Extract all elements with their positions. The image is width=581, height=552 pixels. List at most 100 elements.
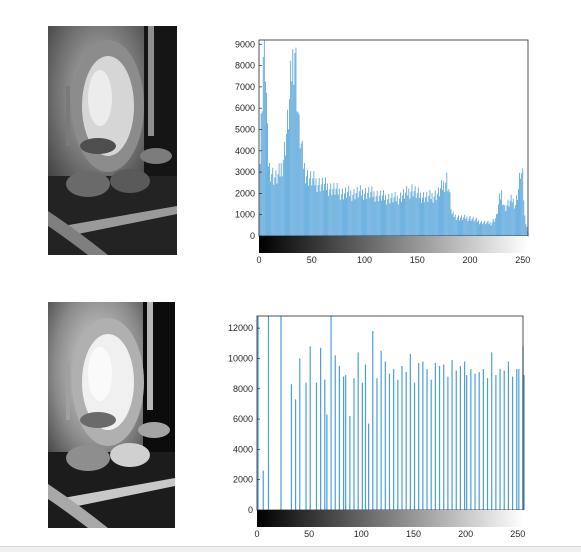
histogram-bar <box>434 190 436 236</box>
histogram-bar <box>418 362 420 510</box>
histogram-bar <box>522 168 524 236</box>
histogram-bar <box>267 123 268 236</box>
histogram-bar <box>300 143 302 236</box>
y-tick-label: 9000 <box>235 39 255 49</box>
histogram-bar <box>352 194 354 236</box>
histogram-bar <box>501 190 503 236</box>
histogram-bar <box>296 111 298 236</box>
histogram-bar <box>357 197 359 236</box>
histogram-bar <box>472 216 474 236</box>
histogram-bar <box>354 199 356 236</box>
histogram-bar <box>498 204 499 236</box>
histogram-bar <box>331 195 333 236</box>
histogram-bar <box>343 199 344 236</box>
histogram-bar <box>423 192 424 236</box>
histogram-bar <box>363 200 364 236</box>
histogram-bar <box>365 187 366 236</box>
histogram-bar <box>449 192 451 236</box>
histogram-bar <box>511 202 513 236</box>
histogram-bar <box>364 364 367 510</box>
histogram-bar <box>514 205 516 236</box>
histogram-bar <box>448 189 450 236</box>
histogram-bar <box>433 196 435 236</box>
equalized-photo <box>48 302 175 528</box>
equalized-histogram: 0 2000 4000 6000 8000 10000 12000 0 50 100 150 200… <box>228 315 525 539</box>
x-tick-label: 50 <box>304 529 314 539</box>
histogram-bar <box>301 140 303 236</box>
histogram-bar <box>458 215 459 236</box>
histogram-bar <box>345 375 347 510</box>
histogram-bar <box>321 177 323 236</box>
histogram-bar <box>503 370 505 510</box>
histogram-bar <box>385 194 387 236</box>
histogram-bar <box>468 218 470 236</box>
histogram-bar <box>470 220 472 236</box>
histogram-bar <box>452 211 454 236</box>
histogram-bar <box>293 84 295 237</box>
histogram-bar <box>298 114 300 236</box>
histogram-bar <box>516 369 518 510</box>
histogram-bar <box>464 214 466 236</box>
histogram-bar <box>376 190 378 236</box>
histogram-bar <box>370 192 372 236</box>
histogram-bar <box>517 199 518 236</box>
histogram-bar <box>335 188 337 236</box>
histogram-bar <box>509 200 511 236</box>
histogram-bar <box>342 376 345 510</box>
histogram-bar <box>326 190 327 236</box>
x-tick-label: 100 <box>354 529 369 539</box>
histogram-bar <box>520 178 522 236</box>
histogram-bar <box>334 194 336 236</box>
histogram-bar <box>403 189 404 236</box>
histogram-bar <box>507 199 509 236</box>
histogram-bar <box>456 217 458 236</box>
histogram-bar <box>390 198 392 236</box>
histogram-bar <box>314 185 316 236</box>
histogram-bar <box>371 186 373 236</box>
histogram-bar <box>503 204 505 236</box>
histogram-bar <box>518 189 519 236</box>
histogram-bar <box>431 193 433 236</box>
histogram-bar <box>447 191 449 236</box>
histogram-bar <box>312 178 314 236</box>
histogram-bar <box>372 196 374 236</box>
histogram-bar <box>491 222 493 236</box>
y-tick-label: 0 <box>250 231 255 241</box>
histogram-bar <box>490 225 492 236</box>
histogram-bar <box>287 109 288 236</box>
histogram-bar <box>432 202 434 236</box>
histogram-bar <box>257 316 259 510</box>
histogram-bar <box>261 111 263 236</box>
histogram-bar <box>488 223 490 236</box>
histogram-bar <box>435 200 437 236</box>
histogram-bar <box>430 199 432 236</box>
histogram-bar <box>437 187 439 236</box>
grayscale-colorbar <box>259 236 528 253</box>
x-tick-label: 250 <box>515 255 530 265</box>
histogram-bar <box>373 191 375 236</box>
histogram-bar <box>486 222 488 236</box>
histogram-bar <box>521 173 523 236</box>
histogram-bar <box>427 201 429 236</box>
histogram-bar <box>443 181 445 236</box>
histogram-bar <box>355 193 357 236</box>
histogram-bar <box>353 188 355 236</box>
histogram-bar <box>294 399 297 510</box>
histogram-bar <box>504 205 506 236</box>
histogram-bar <box>441 179 442 236</box>
histogram-bar <box>283 141 285 236</box>
histogram-bar <box>411 184 413 236</box>
histogram-bar <box>346 197 347 236</box>
histogram-bar <box>469 215 471 236</box>
histogram-bar <box>338 188 340 236</box>
histogram-bar <box>425 197 427 236</box>
histogram-bar <box>439 196 440 236</box>
histogram-bar <box>455 370 457 510</box>
histogram-bar <box>512 198 514 236</box>
window-bottom-edge <box>0 546 581 552</box>
histogram-bar <box>388 193 390 236</box>
histogram-bar <box>397 204 399 236</box>
histogram-bar <box>430 379 432 510</box>
histogram-bar <box>313 171 315 236</box>
histogram-bar <box>408 188 410 236</box>
